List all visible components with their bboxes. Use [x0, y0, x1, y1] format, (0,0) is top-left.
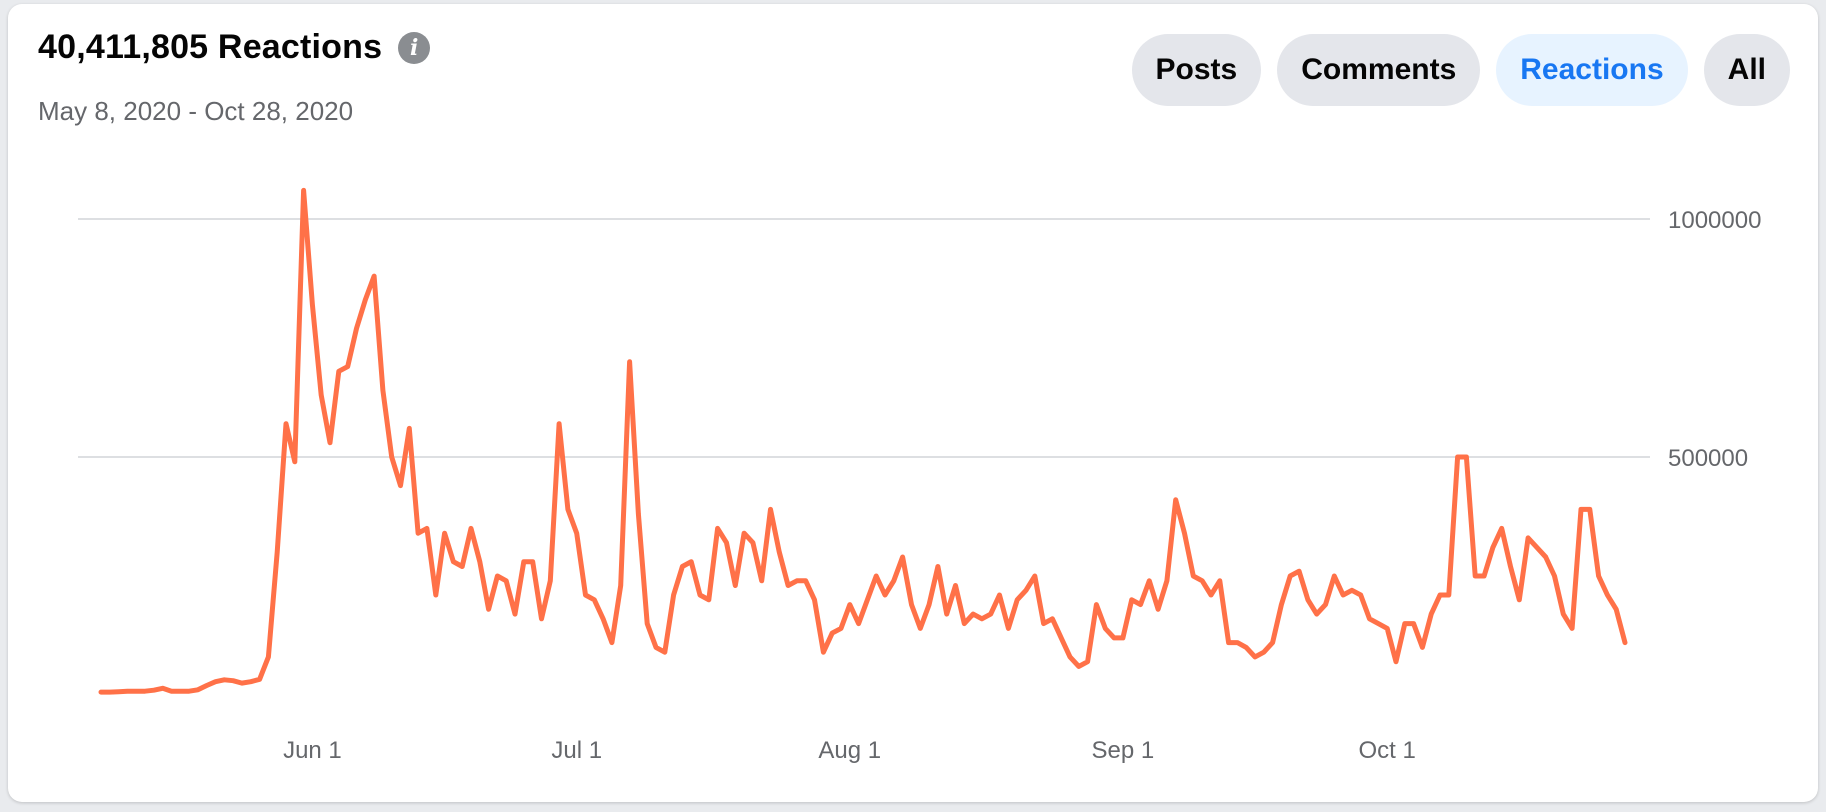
filter-posts-button[interactable]: Posts [1131, 34, 1262, 106]
date-range: May 8, 2020 - Oct 28, 2020 [38, 96, 354, 126]
x-tick-label: Sep 1 [1092, 737, 1155, 764]
filter-all-button[interactable]: All [1703, 34, 1790, 106]
x-tick-label: Jun 1 [283, 737, 342, 764]
y-tick-label: 1000000 [1668, 207, 1761, 234]
x-tick-label: Oct 1 [1358, 737, 1415, 764]
filter-comments-button[interactable]: Comments [1277, 34, 1481, 106]
info-icon[interactable]: i [398, 31, 431, 64]
page-title: 40,411,805 Reactions [38, 28, 383, 66]
reactions-card: 40,411,805 Reactions i May 8, 2020 - Oct… [8, 4, 1818, 802]
x-tick-label: Aug 1 [818, 737, 881, 764]
x-tick-label: Jul 1 [551, 737, 602, 764]
reactions-line-chart: 500000 1000000 Jun 1 Jul 1 Aug 1 Sep 1 Oct 1 [78, 187, 1761, 764]
y-tick-label: 500000 [1668, 445, 1748, 472]
series-line-0 [98, 187, 1628, 695]
title-row: 40,411,805 Reactions i [38, 28, 431, 67]
filter-reactions-button[interactable]: Reactions [1496, 34, 1688, 106]
filter-tabs: Posts Comments Reactions All [1131, 34, 1790, 106]
